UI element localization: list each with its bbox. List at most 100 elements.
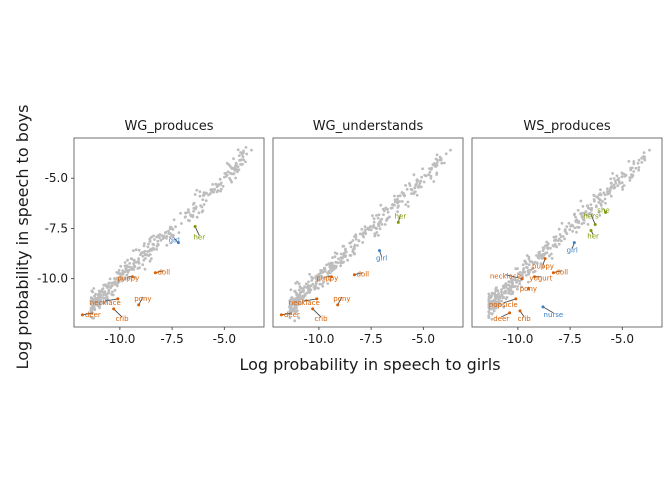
word-point [599, 202, 603, 206]
label-leader-line [542, 306, 554, 314]
word-point [377, 234, 380, 237]
word-point [494, 289, 498, 293]
word-point [149, 257, 153, 261]
word-point [546, 242, 550, 246]
word-point [393, 198, 397, 202]
word-point [192, 209, 196, 213]
labeled-word-point [352, 273, 356, 277]
word-point [148, 253, 152, 256]
labeled-word-point [279, 313, 283, 317]
word-point [211, 183, 215, 186]
word-point [237, 154, 241, 158]
word-point [236, 165, 240, 169]
word-point [561, 235, 565, 238]
word-point [148, 259, 152, 263]
labeled-word-point [330, 275, 333, 279]
word-point [297, 282, 301, 286]
word-point [380, 223, 384, 226]
word-point [535, 261, 539, 265]
word-point [349, 254, 353, 257]
word-point [496, 304, 500, 308]
word-point [597, 197, 601, 201]
word-point [372, 220, 376, 224]
word-point [565, 232, 569, 236]
word-point [594, 204, 598, 208]
word-point [496, 289, 500, 293]
word-point [124, 267, 128, 270]
word-point [156, 242, 160, 246]
word-point [197, 211, 201, 215]
labeled-word-point [378, 249, 381, 253]
word-point [577, 221, 580, 225]
labeled-word-point [176, 241, 180, 245]
word-point [217, 183, 220, 186]
word-point [449, 148, 452, 152]
word-point [98, 304, 101, 308]
word-point [363, 228, 367, 232]
word-point [92, 287, 96, 290]
word-point [288, 299, 292, 303]
word-point [530, 260, 534, 264]
word-point [500, 299, 503, 303]
word-label: pony [520, 285, 537, 293]
word-point [369, 228, 373, 232]
word-point [487, 305, 491, 309]
word-point [527, 263, 531, 267]
word-point [491, 306, 495, 310]
word-point [307, 285, 310, 288]
word-point [360, 227, 364, 231]
word-point [389, 206, 393, 210]
word-point [520, 285, 523, 289]
word-point [571, 224, 575, 228]
word-point [490, 312, 494, 315]
word-point [328, 278, 332, 282]
word-point [609, 187, 612, 191]
word-point [511, 281, 515, 285]
word-point [493, 292, 496, 296]
word-point [103, 300, 106, 304]
word-point [588, 207, 591, 211]
word-point [294, 291, 298, 295]
word-point [421, 167, 424, 171]
word-point [378, 227, 382, 231]
word-point [525, 273, 528, 277]
word-point [314, 280, 318, 284]
word-point [516, 279, 520, 282]
word-point [404, 203, 408, 207]
word-point [509, 289, 513, 292]
word-point [558, 237, 561, 241]
word-point [435, 164, 439, 167]
word-point [201, 198, 205, 202]
word-point [433, 164, 437, 168]
label-leader-line [138, 296, 144, 306]
word-point [142, 244, 146, 248]
word-point [231, 166, 235, 170]
word-point [143, 249, 147, 253]
word-point [371, 214, 374, 218]
word-point [89, 299, 93, 303]
word-point [341, 244, 345, 248]
word-point [539, 262, 543, 265]
word-point [126, 276, 130, 280]
word-point [245, 152, 249, 156]
word-point [424, 174, 428, 178]
word-point [123, 270, 127, 274]
label-leader-line [503, 298, 516, 304]
word-point [584, 210, 588, 213]
x-tick-label: -5.0 [611, 332, 634, 346]
word-point [366, 226, 370, 230]
word-point [637, 158, 641, 162]
word-point [240, 163, 244, 166]
word-point [90, 308, 93, 312]
word-label: her [395, 212, 407, 220]
labeled-word-point [131, 275, 134, 279]
word-point [404, 184, 407, 187]
word-point [362, 231, 365, 235]
word-point [371, 225, 375, 229]
word-point [611, 172, 614, 175]
word-point [381, 207, 385, 211]
word-point [339, 264, 343, 268]
word-point [617, 177, 621, 180]
word-point [307, 280, 310, 284]
